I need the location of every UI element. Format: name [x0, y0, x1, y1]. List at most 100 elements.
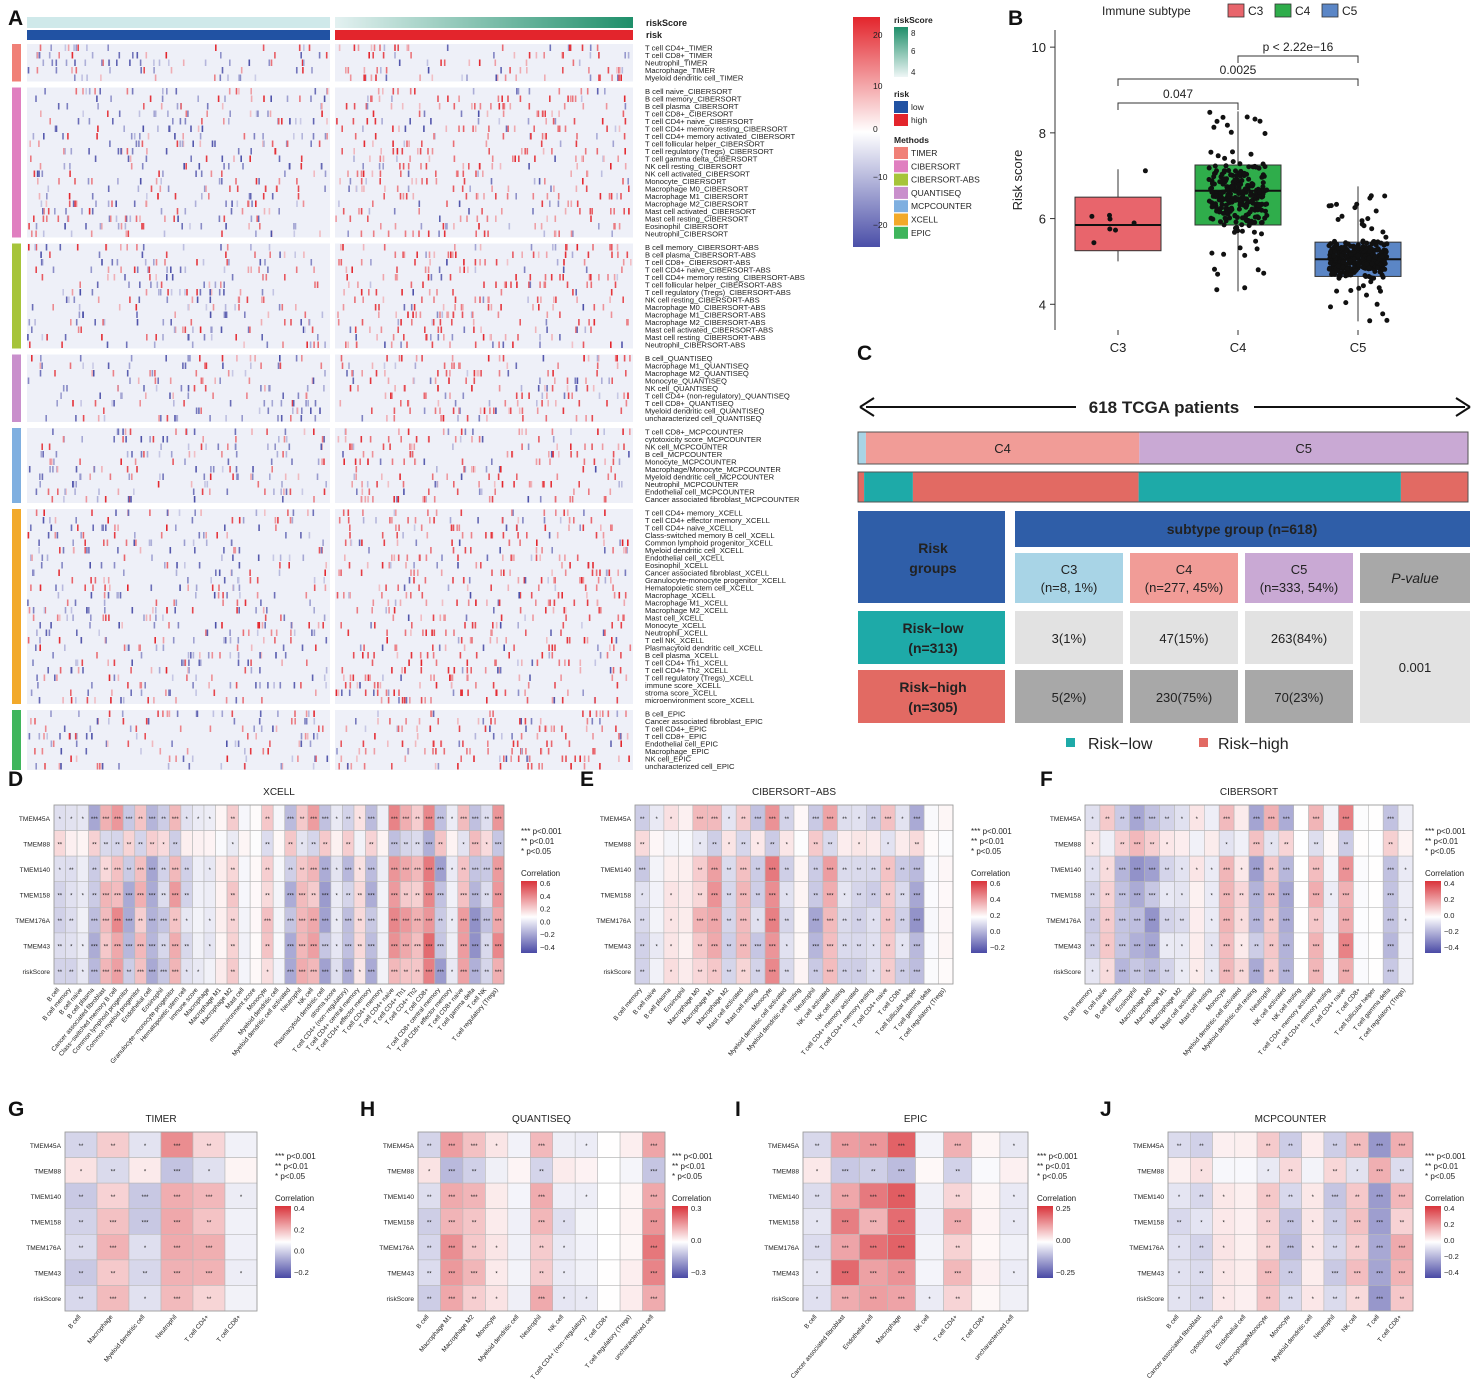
heatmap-cell	[396, 155, 398, 162]
heatmap-cell	[793, 881, 809, 908]
data-point	[1366, 255, 1372, 261]
heatmap-cell	[624, 592, 627, 599]
heatmap-cell	[88, 607, 90, 614]
heatmap-cell	[56, 466, 59, 473]
heatmap-cell	[604, 509, 606, 516]
heatmap-cell	[649, 881, 665, 908]
heatmap-cell	[361, 319, 364, 326]
data-cell-text: 70(23%)	[1274, 690, 1323, 705]
heatmap-cell	[150, 539, 153, 546]
heatmap-cell	[623, 133, 626, 140]
sig-mark: ***	[172, 817, 180, 823]
sig-mark: ***	[1223, 894, 1231, 900]
heatmap-cell	[269, 251, 271, 258]
heatmap-cell	[610, 524, 612, 531]
heatmap-cell	[225, 415, 227, 422]
sig-mark: ***	[391, 842, 399, 848]
heatmap-cell	[474, 125, 477, 132]
heatmap-cell	[72, 200, 75, 207]
heatmap-cell	[586, 718, 589, 725]
heatmap-cell	[542, 148, 545, 155]
heatmap-cell	[35, 644, 37, 651]
heatmap-cell	[564, 208, 567, 215]
heatmap-cell	[321, 110, 323, 117]
heatmap-cell	[600, 607, 602, 614]
heatmap-cell	[429, 725, 432, 732]
heatmap-cell	[579, 524, 581, 531]
heatmap-cell	[493, 52, 495, 59]
heatmap-cell	[630, 259, 632, 266]
heatmap-cell	[437, 334, 440, 341]
legend-method-label: EPIC	[911, 228, 931, 238]
heatmap-cell	[394, 52, 396, 59]
heatmap-cell	[260, 362, 262, 369]
sig-mark: **	[741, 817, 746, 823]
heatmap-cell	[360, 496, 363, 503]
heatmap-cell	[534, 223, 536, 230]
row-header-cell	[858, 511, 1005, 603]
heatmap-cell	[552, 118, 555, 125]
heatmap-cell	[232, 584, 235, 591]
heatmap-cell	[101, 259, 103, 266]
heatmap-row-label: T cell CD4+ effector memory_XCELL	[645, 516, 770, 525]
heatmap-cell	[387, 230, 390, 237]
heatmap-cell	[610, 341, 612, 348]
heatmap-cell	[424, 577, 427, 584]
heatmap-cell	[616, 697, 619, 704]
data-point	[1255, 207, 1261, 213]
heatmap-cell	[159, 185, 162, 192]
sig-mark: ***	[102, 919, 110, 925]
heatmap-cell	[517, 577, 520, 584]
heatmap-cell	[88, 88, 91, 95]
heatmap-cell	[93, 466, 96, 473]
sig-mark: *	[462, 842, 465, 848]
heatmap-cell	[272, 881, 286, 908]
heatmap-cell	[626, 251, 629, 258]
heatmap-cell	[544, 74, 546, 81]
heatmap-cell	[376, 958, 389, 985]
sig-mark: **	[1269, 868, 1274, 874]
heatmap-cell	[235, 466, 238, 473]
heatmap-cell	[414, 458, 417, 465]
heatmap-cell	[103, 407, 105, 414]
heatmap-cell	[579, 667, 582, 674]
heatmap-cell	[145, 392, 147, 399]
heatmap-cell	[360, 230, 363, 237]
data-point	[1364, 240, 1370, 246]
heatmap-cell	[325, 52, 328, 59]
heatmap-cell	[570, 763, 572, 770]
heatmap-cell	[349, 326, 352, 333]
heatmap-cell	[524, 577, 527, 584]
sig-mark: *	[670, 970, 673, 976]
heatmap-cell	[300, 163, 303, 170]
heatmap-cell	[367, 95, 369, 102]
heatmap-cell	[439, 614, 442, 621]
sig-mark: *	[70, 817, 73, 823]
heatmap-cell	[40, 451, 43, 458]
heatmap-cell	[226, 755, 229, 762]
heatmap-cell	[301, 355, 303, 362]
heatmap-cell	[141, 163, 144, 170]
row-header-line1: Risk	[918, 540, 948, 556]
heatmap-cell	[107, 592, 110, 599]
sig-mark: *	[1106, 868, 1109, 874]
heatmap-cell	[261, 622, 264, 629]
heatmap-cell	[456, 488, 459, 495]
heatmap-cell	[531, 659, 534, 666]
sig-mark: ***	[437, 894, 445, 900]
data-point	[1343, 300, 1349, 306]
heatmap-cell	[394, 644, 396, 651]
heatmap-cell	[609, 244, 611, 251]
pvalue-header-cell	[1360, 553, 1470, 603]
sig-mark: *	[451, 817, 454, 823]
heatmap-cell	[169, 689, 171, 696]
heatmap-cell	[107, 517, 109, 524]
data-point	[1242, 252, 1248, 258]
heatmap-cell	[152, 436, 155, 443]
sig-mark: **	[886, 945, 891, 951]
heatmap-cell	[210, 326, 212, 333]
heatmap-cell	[427, 266, 430, 273]
sig-mark: ***	[414, 919, 422, 925]
heatmap-cell	[140, 682, 143, 689]
heatmap-cell	[524, 689, 526, 696]
